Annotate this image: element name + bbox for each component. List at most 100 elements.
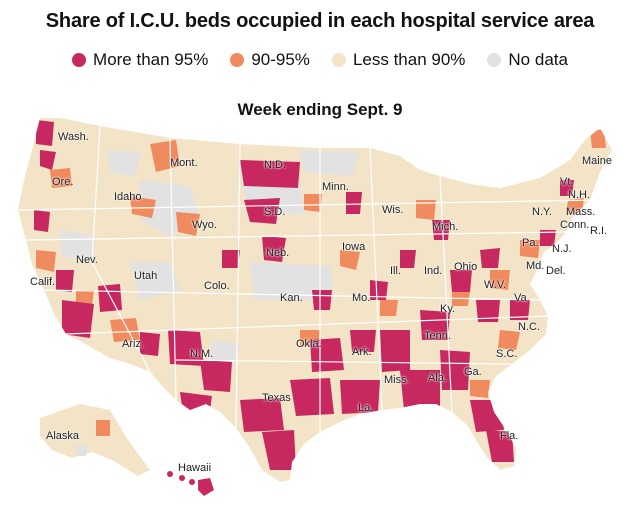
area-mid	[36, 250, 56, 272]
label-ariz: Ariz.	[122, 338, 144, 350]
label-colo: Colo.	[204, 280, 230, 292]
area-high	[40, 150, 56, 170]
label-okla: Okla.	[296, 338, 322, 350]
label-iowa: Iowa	[342, 241, 366, 253]
label-ala: Ala.	[428, 372, 447, 384]
map-title: Share of I.C.U. beds occupied in each ho…	[45, 10, 595, 32]
label-sc: S.C.	[496, 348, 518, 360]
area-high	[290, 378, 334, 416]
area-high	[198, 478, 214, 496]
label-tenn: Tenn.	[424, 330, 451, 342]
area-high	[540, 230, 556, 246]
label-del: Del.	[546, 265, 566, 277]
area-high	[350, 330, 376, 352]
area-high	[34, 210, 50, 232]
label-sd: S.D.	[264, 206, 286, 218]
state-border	[235, 143, 241, 429]
legend-swatch-mid	[230, 53, 245, 67]
area-nodata	[130, 262, 180, 300]
area-nodata	[108, 150, 140, 176]
high-areas	[34, 120, 574, 470]
area-high	[98, 284, 122, 312]
area-high	[420, 310, 450, 340]
area-high	[222, 250, 240, 268]
legend-item-low: Less than 90%	[331, 50, 466, 70]
label-nm: N.M.	[190, 348, 214, 360]
label-ny: N.Y.	[532, 206, 552, 218]
label-ky: Ky.	[440, 303, 456, 315]
label-nd: N.D.	[264, 159, 286, 171]
area-high	[244, 198, 280, 224]
label-md: Md.	[526, 260, 545, 272]
label-maine: Maine	[582, 155, 612, 167]
label-ri: R.I.	[590, 225, 608, 237]
area-high	[486, 430, 514, 462]
label-ind: Ind.	[424, 265, 443, 277]
legend-label-high: More than 95%	[93, 50, 209, 69]
mid-areas	[36, 130, 606, 398]
label-nh: N.H.	[568, 189, 590, 201]
label-ore: Ore.	[52, 176, 74, 188]
label-kan: Kan.	[280, 292, 303, 304]
label-mich: Mich.	[432, 221, 459, 233]
area-mid	[566, 198, 584, 214]
area-high	[480, 248, 500, 268]
area-high	[240, 398, 284, 432]
legend: More than 95% 90-95% Less than 90% No da…	[0, 50, 640, 70]
area-high	[168, 330, 204, 366]
area-mid	[76, 290, 94, 306]
area-mid	[304, 194, 322, 212]
state-border	[369, 147, 383, 411]
legend-swatch-none	[487, 53, 502, 67]
area-high	[262, 430, 296, 470]
legend-swatch-high	[72, 53, 87, 67]
label-conn: Conn.	[560, 219, 590, 231]
legend-item-mid: 90-95%	[230, 50, 310, 70]
area-high	[179, 475, 185, 481]
label-nj: N.J.	[552, 243, 572, 255]
area-high	[380, 330, 410, 372]
area-mid	[150, 140, 180, 172]
state-borders	[18, 125, 601, 432]
area-high	[340, 380, 380, 414]
label-ark: Ark.	[352, 346, 372, 358]
area-high	[200, 360, 232, 392]
area-high	[432, 220, 450, 240]
area-mid	[470, 380, 490, 398]
service-areas	[18, 120, 606, 470]
legend-label-low: Less than 90%	[352, 50, 466, 69]
state-border	[439, 175, 453, 413]
label-ga: Ga.	[464, 366, 482, 378]
area-nodata	[60, 230, 96, 262]
legend-item-none: No data	[487, 50, 568, 70]
area-mid	[340, 250, 360, 270]
area-high	[470, 400, 504, 432]
alaska-inset	[40, 404, 150, 476]
area-mid	[110, 318, 140, 342]
area-nodata	[76, 446, 88, 456]
label-ill: Ill.	[390, 265, 401, 277]
state-border	[43, 289, 541, 301]
label-idaho: Idaho	[114, 191, 142, 203]
area-high	[400, 250, 416, 268]
area-mid	[96, 420, 110, 436]
area-high	[167, 471, 173, 477]
map-subtitle: Week ending Sept. 9	[237, 100, 403, 119]
area-high	[346, 192, 362, 214]
area-high	[510, 300, 530, 320]
state-border	[65, 315, 549, 335]
label-mont: Mont.	[170, 157, 198, 169]
state-border	[25, 231, 567, 241]
area-high	[262, 236, 286, 262]
area-high	[240, 160, 300, 188]
area-high	[310, 338, 344, 372]
legend-swatch-low	[331, 53, 346, 67]
state-border	[18, 199, 601, 211]
label-pa: Pa.	[522, 237, 539, 249]
legend-label-mid: 90-95%	[251, 50, 310, 69]
label-ohio: Ohio	[454, 261, 478, 273]
area-mid	[416, 200, 436, 220]
area-high	[56, 270, 74, 292]
state-border	[169, 137, 177, 401]
